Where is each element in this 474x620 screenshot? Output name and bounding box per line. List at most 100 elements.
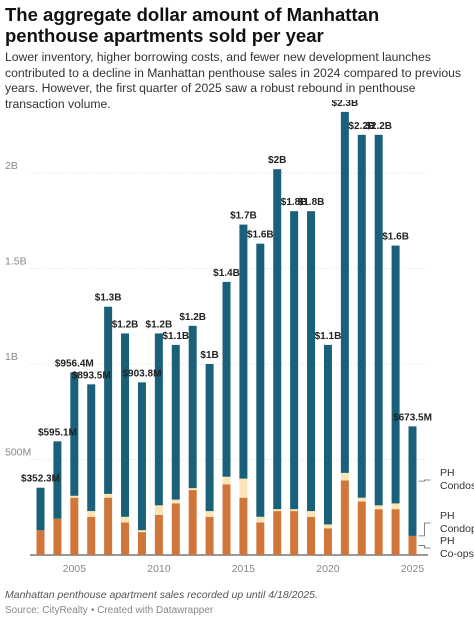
legend-label: PH Condos	[440, 467, 474, 492]
bar-segment-ph-condos	[137, 382, 146, 531]
bar-segment-ph-condos	[340, 111, 349, 473]
legend-label: PHCondops	[440, 510, 474, 535]
bar-segment-ph-condops	[222, 476, 231, 485]
bar-segment-ph-condops	[340, 472, 349, 481]
bar-value-label: $903.8M	[122, 368, 161, 379]
chart-source: Source: CityRealty • Created with Datawra…	[5, 605, 213, 616]
bar-segment-ph-co-ops	[104, 497, 113, 555]
bar-segment-ph-condops	[307, 511, 316, 517]
bar-value-label: $2.2B	[365, 121, 392, 132]
bar-segment-ph-condos	[273, 169, 282, 510]
bar-segment-ph-co-ops	[188, 490, 197, 555]
credit-text: • Created with Datawrapper	[90, 605, 214, 616]
legend-leader-line	[418, 479, 431, 482]
bar-segment-ph-condos	[53, 441, 62, 519]
bar-value-label: $1.2B	[112, 319, 139, 330]
bar-value-label: $1.8B	[281, 197, 308, 208]
bar-value-label: $1.1B	[162, 331, 189, 342]
bar-segment-ph-co-ops	[121, 522, 130, 555]
bar-segment-ph-co-ops	[36, 530, 45, 555]
bar-segment-ph-condops	[104, 493, 113, 498]
bar-value-label: $2B	[268, 155, 286, 166]
bar-segment-ph-condops	[323, 524, 332, 529]
bar-segment-ph-co-ops	[307, 516, 316, 555]
bar-segment-ph-co-ops	[87, 516, 96, 555]
bar-segment-ph-condos	[222, 281, 231, 477]
bar-value-label: $956.4M	[55, 358, 94, 369]
bar-segment-ph-condops	[154, 505, 163, 515]
bar-segment-ph-condops	[290, 509, 299, 512]
bar-segment-ph-condos	[408, 426, 417, 536]
y-tick-label: 2B	[5, 160, 18, 172]
bar-value-label: $1.6B	[247, 230, 274, 241]
bar-segment-ph-condos	[391, 245, 400, 504]
y-tick-label: 1B	[5, 351, 18, 363]
bar-value-label: $1.7B	[230, 211, 257, 222]
bar-segment-ph-co-ops	[137, 532, 146, 555]
bar-segment-ph-condos	[188, 325, 197, 489]
bar-segment-ph-condos	[121, 333, 130, 517]
bar-segment-ph-co-ops	[357, 501, 366, 555]
bar-segment-ph-condos	[36, 487, 45, 531]
bar-segment-ph-condops	[205, 511, 214, 517]
x-tick-label: 2005	[63, 563, 87, 575]
bar-segment-ph-condops	[121, 516, 130, 523]
bar-segment-ph-condos	[205, 364, 214, 512]
bar-segment-ph-co-ops	[256, 522, 265, 555]
bar-segment-ph-condos	[256, 243, 265, 517]
y-tick-label: 500M	[5, 447, 31, 459]
bar-value-label: $893.5M	[72, 370, 111, 381]
legend-leader-line	[418, 522, 431, 537]
legend-label: PH Co-ops	[440, 535, 474, 560]
bar-segment-ph-condops	[87, 511, 96, 517]
bar-segment-ph-condos	[374, 134, 383, 506]
source-text: Source: CityRealty	[5, 605, 88, 616]
bar-value-label: $352.3M	[21, 474, 60, 485]
bar-value-label: $1.1B	[315, 331, 342, 342]
bar-segment-ph-condos	[357, 134, 366, 498]
bar-segment-ph-condops	[357, 497, 366, 502]
stacked-bar-chart: 500M 1B 1.5B 2B 2005 2010 2015 2020 2025 $352.3M $…	[5, 100, 474, 575]
bar-value-label: $1.2B	[179, 312, 206, 323]
x-tick-label: 2020	[316, 563, 340, 575]
bar-segment-ph-co-ops	[171, 503, 180, 555]
bar-segment-ph-condops	[137, 530, 146, 533]
bar-segment-ph-condos	[171, 344, 180, 500]
chart-title: The aggregate dollar amount of Manhattan…	[5, 4, 380, 46]
bar-segment-ph-co-ops	[222, 484, 231, 555]
bar-segment-ph-condos	[239, 224, 248, 479]
x-tick-label: 2010	[147, 563, 171, 575]
bar-segment-ph-condops	[391, 503, 400, 510]
bar-value-label: $2.2B	[348, 121, 375, 132]
bar-segment-ph-condos	[87, 384, 96, 512]
bar-value-label: $1.3B	[95, 293, 122, 304]
bar-segment-ph-condos	[154, 333, 163, 506]
bar-segment-ph-co-ops	[408, 535, 417, 555]
bar-value-label: $595.1M	[38, 427, 77, 438]
bar-value-label: $1.6B	[382, 232, 409, 243]
bar-value-label: $1.2B	[146, 319, 173, 330]
bar-segment-ph-co-ops	[239, 497, 248, 555]
bar-segment-ph-condops	[374, 505, 383, 510]
bar-value-label: $1.4B	[213, 268, 240, 279]
bar-segment-ph-condos	[104, 306, 113, 494]
bar-segment-ph-condops	[273, 509, 282, 512]
bar-segment-ph-co-ops	[374, 509, 383, 555]
y-tick-label: 1.5B	[5, 256, 27, 268]
bar-segment-ph-co-ops	[340, 480, 349, 555]
bar-segment-ph-co-ops	[391, 509, 400, 555]
bar-segment-ph-co-ops	[53, 518, 62, 555]
bar-value-label: $673.5M	[393, 412, 432, 423]
bar-segment-ph-co-ops	[323, 528, 332, 555]
bar-value-label: $2.3B	[332, 100, 359, 109]
bar-segment-ph-condops	[256, 516, 265, 523]
bar-segment-ph-co-ops	[70, 497, 79, 555]
chart-subtitle: Lower inventory, higher borrowing costs,…	[5, 50, 461, 111]
bar-value-label: $1.8B	[298, 197, 325, 208]
bar-segment-ph-condops	[188, 488, 197, 491]
bar-segment-ph-co-ops	[154, 514, 163, 555]
bar-segment-ph-condops	[70, 495, 79, 498]
x-tick-label: 2015	[232, 563, 256, 575]
bar-segment-ph-co-ops	[290, 511, 299, 555]
bar-value-label: $1B	[200, 350, 218, 361]
